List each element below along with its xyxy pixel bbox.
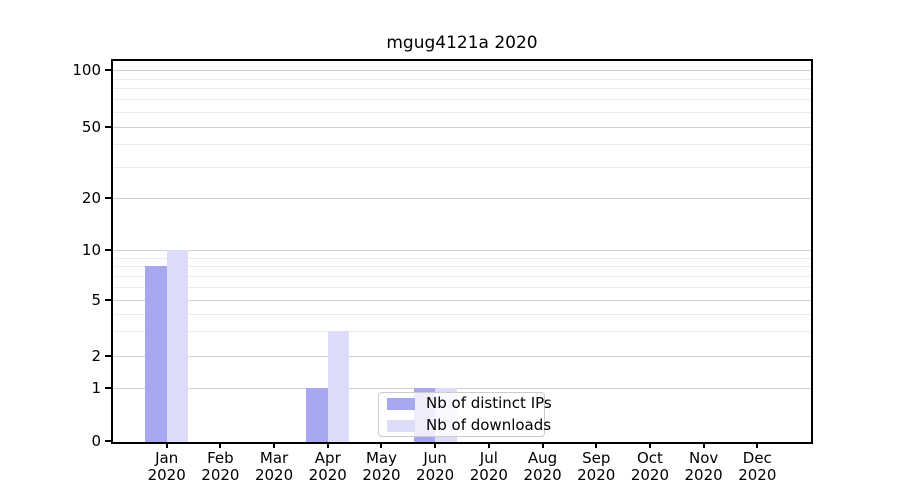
x-tick-mark: [702, 442, 705, 448]
x-tick-label: Apr 2020: [308, 449, 347, 484]
legend-label-distinct-ips: Nb of distinct IPs: [426, 394, 552, 412]
bar-distinct-ips-jan: [145, 266, 167, 442]
y-tick-label: 1: [91, 379, 101, 397]
y-tick-mark: [105, 355, 112, 357]
minor-gridline: [113, 166, 811, 168]
y-tick-label: 10: [81, 241, 101, 259]
legend: Nb of distinct IPs Nb of downloads: [378, 392, 552, 437]
major-gridline: [113, 127, 811, 128]
major-gridline: [113, 70, 811, 71]
minor-gridline: [113, 286, 811, 288]
y-tick-label: 5: [91, 291, 101, 309]
x-tick-label: Jun 2020: [416, 449, 455, 484]
x-tick-mark: [219, 442, 222, 448]
y-tick-mark: [105, 249, 112, 251]
y-tick-mark: [105, 387, 112, 389]
legend-swatch-distinct-ips-icon: [387, 397, 415, 410]
y-tick-label: 50: [81, 118, 101, 136]
x-tick-mark: [756, 442, 759, 448]
x-tick-label: Feb 2020: [201, 449, 240, 484]
x-tick-label: Mar 2020: [254, 449, 294, 484]
x-tick-mark: [541, 442, 544, 448]
bar-distinct-ips-apr: [306, 388, 328, 442]
x-tick-mark: [165, 442, 168, 448]
minor-gridline: [113, 99, 811, 101]
minor-gridline: [113, 88, 811, 90]
chart-title: mgug4121a 2020: [386, 33, 538, 53]
major-gridline: [113, 356, 811, 357]
y-tick-mark: [105, 69, 112, 71]
legend-item-downloads: Nb of downloads: [385, 416, 551, 435]
minor-gridline: [113, 257, 811, 259]
y-tick-mark: [105, 299, 112, 301]
x-tick-label: Oct 2020: [630, 449, 670, 484]
y-tick-mark: [105, 126, 112, 128]
plot-area: [113, 61, 811, 442]
major-gridline: [113, 198, 811, 199]
legend-label-downloads: Nb of downloads: [426, 416, 552, 434]
x-tick-label: Aug 2020: [523, 449, 562, 484]
x-tick-mark: [434, 442, 437, 448]
x-tick-label: Jul 2020: [469, 449, 508, 484]
major-gridline: [113, 250, 811, 251]
x-tick-mark: [380, 442, 383, 448]
x-tick-mark: [273, 442, 276, 448]
bar-downloads-jan: [166, 250, 189, 442]
x-tick-mark: [648, 442, 651, 448]
x-tick-mark: [326, 442, 329, 448]
minor-gridline: [113, 331, 811, 333]
y-tick-label: 20: [81, 189, 101, 207]
legend-swatch-downloads-icon: [387, 419, 415, 432]
minor-gridline: [113, 78, 811, 80]
x-tick-mark: [487, 442, 490, 448]
major-gridline: [113, 300, 811, 301]
bar-downloads-apr: [327, 331, 350, 442]
y-tick-mark: [105, 197, 112, 199]
minor-gridline: [113, 313, 811, 315]
x-tick-mark: [595, 442, 598, 448]
y-tick-label: 2: [91, 347, 101, 365]
x-tick-label: Nov 2020: [684, 449, 723, 484]
minor-gridline: [113, 275, 811, 277]
y-tick-label: 100: [72, 61, 101, 79]
minor-gridline: [113, 112, 811, 113]
y-tick-mark: [105, 440, 112, 442]
minor-gridline: [113, 144, 811, 146]
x-tick-label: Jan 2020: [147, 449, 186, 484]
major-gridline: [113, 388, 811, 389]
legend-item-distinct-ips: Nb of distinct IPs: [385, 394, 552, 413]
x-tick-label: Sep 2020: [577, 449, 616, 484]
x-tick-label: Dec 2020: [738, 449, 777, 484]
minor-gridline: [113, 266, 811, 268]
x-tick-label: May 2020: [362, 449, 401, 484]
y-tick-label: 0: [91, 432, 101, 450]
